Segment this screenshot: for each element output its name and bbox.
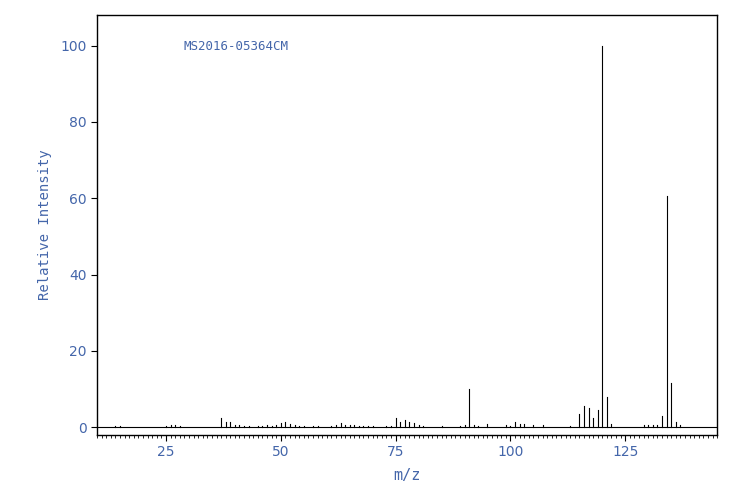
- X-axis label: m/z: m/z: [394, 468, 421, 483]
- Y-axis label: Relative Intensity: Relative Intensity: [38, 150, 52, 300]
- Text: MS2016-05364CM: MS2016-05364CM: [184, 40, 289, 53]
